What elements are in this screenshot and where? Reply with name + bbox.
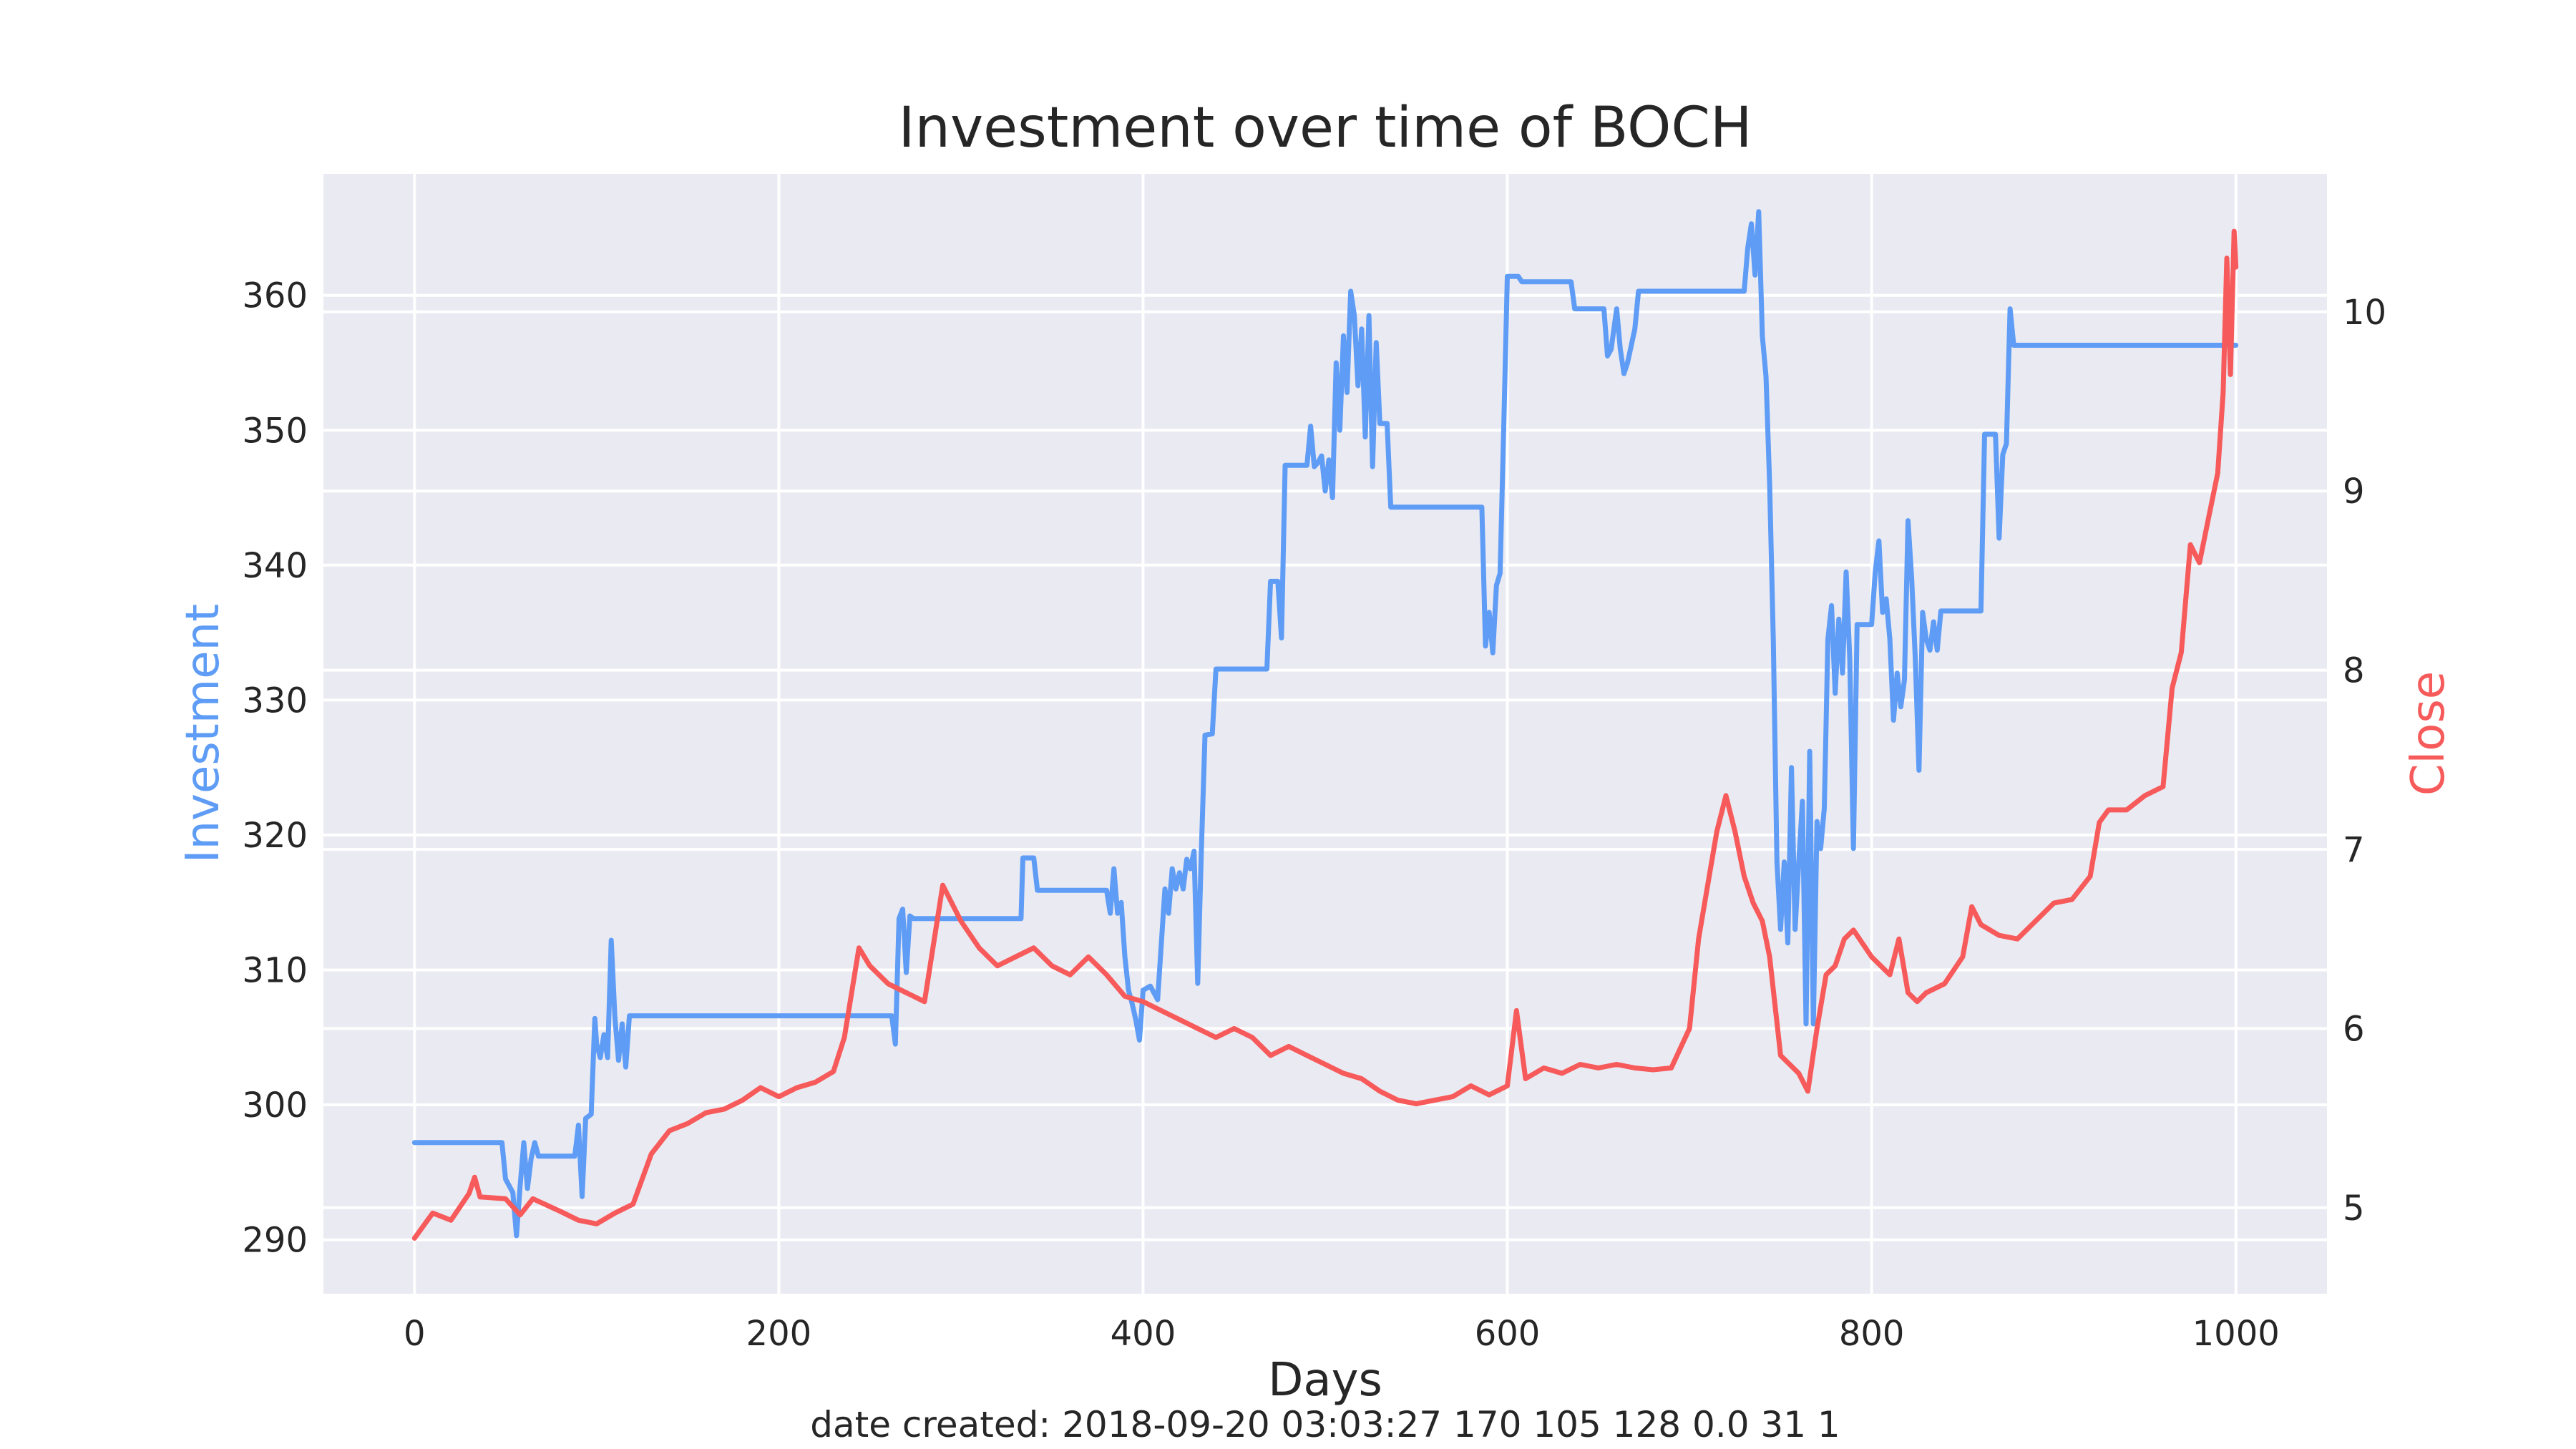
y-left-tick-label: 340 (242, 546, 308, 586)
y-axis-label-right: Close (2402, 671, 2455, 796)
y-left-tick-label: 290 (242, 1221, 308, 1261)
tick-labels: 0 200 400 600 800 1000 290 300 310 320 330 340 350 36… (242, 276, 2386, 1354)
x-axis-label: Days (1268, 1354, 1382, 1407)
y-left-tick-label: 300 (242, 1085, 308, 1126)
y-right-tick-label: 10 (2343, 293, 2386, 333)
y-left-tick-label: 330 (242, 680, 308, 721)
y-left-tick-label: 350 (242, 411, 308, 451)
x-tick-label: 400 (1111, 1314, 1176, 1354)
y-axis-label-left: Investment (177, 604, 230, 864)
y-right-tick-label: 8 (2343, 651, 2365, 691)
plot-area (323, 174, 2327, 1294)
footer-text: date created: 2018-09-20 03:03:27 170 10… (810, 1404, 1840, 1445)
series-line-close (411, 228, 2239, 1241)
y-right-tick-label: 9 (2343, 472, 2365, 512)
y-right-tick-label: 6 (2343, 1009, 2365, 1049)
series-layer (411, 209, 2239, 1241)
x-tick-label: 0 (404, 1314, 426, 1354)
x-tick-label: 800 (1839, 1314, 1905, 1354)
y-left-tick-label: 360 (242, 276, 308, 316)
y-left-tick-label: 310 (242, 950, 308, 990)
y-left-tick-label: 320 (242, 816, 308, 856)
series-line-investment (411, 209, 2239, 1239)
y-right-tick-label: 5 (2343, 1189, 2365, 1229)
x-tick-label: 200 (746, 1314, 812, 1354)
x-tick-label: 600 (1475, 1314, 1541, 1354)
chart-title: Investment over time of BOCH (899, 96, 1752, 160)
grid (323, 174, 2327, 1294)
y-right-tick-label: 7 (2343, 830, 2365, 870)
x-tick-label: 1000 (2192, 1314, 2280, 1354)
